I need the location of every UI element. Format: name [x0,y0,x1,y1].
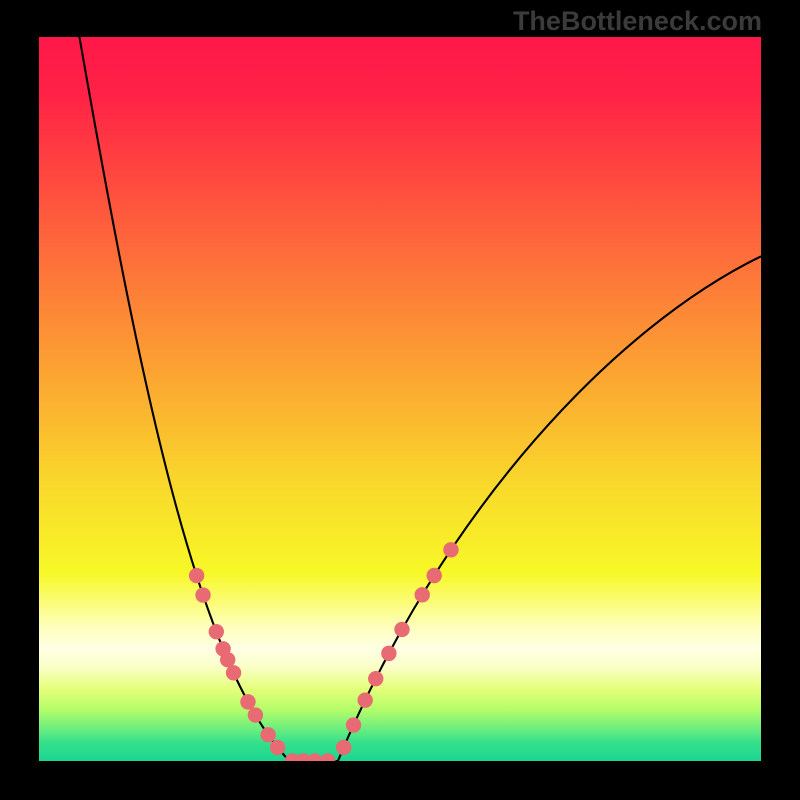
bottleneck-curve [79,37,761,761]
marker-left-7 [248,708,262,722]
marker-left-1 [196,588,210,602]
plot-frame [39,37,761,761]
marker-right-6 [415,588,429,602]
marker-left-5 [226,666,240,680]
marker-left-4 [221,653,235,667]
marker-right-0 [336,740,350,754]
marker-left-2 [209,625,223,639]
marker-right-4 [382,646,396,660]
marker-valley-3 [321,754,335,761]
marker-left-6 [241,695,255,709]
chart-svg [39,37,761,761]
marker-right-1 [346,718,360,732]
marker-left-8 [261,728,275,742]
marker-right-7 [427,568,441,582]
marker-left-0 [189,568,203,582]
marker-valley-2 [308,754,322,761]
marker-right-3 [369,671,383,685]
watermark-text: TheBottleneck.com [513,6,762,37]
plot-area [39,37,761,761]
marker-right-8 [444,543,458,557]
marker-left-9 [270,740,284,754]
marker-right-5 [395,622,409,636]
marker-right-2 [358,693,372,707]
